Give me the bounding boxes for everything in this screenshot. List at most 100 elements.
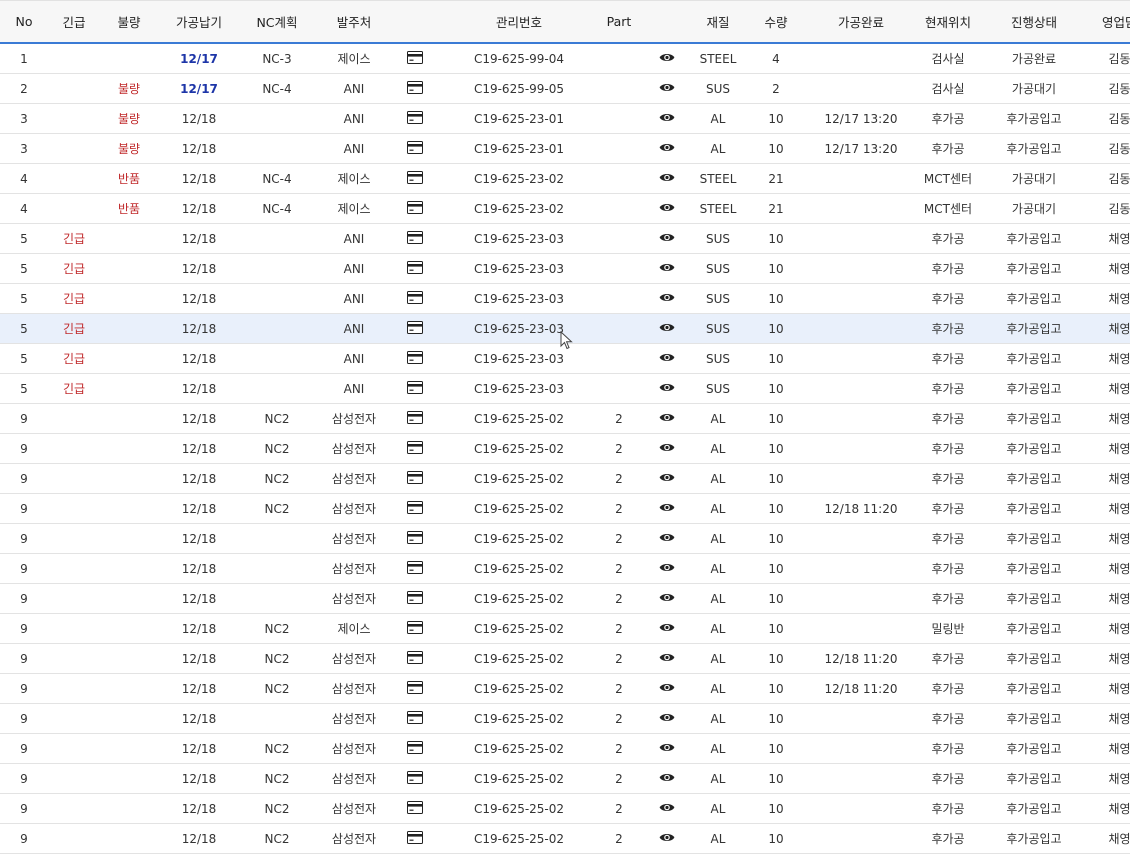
eye-icon[interactable] — [659, 472, 675, 486]
eye-icon[interactable] — [659, 292, 675, 306]
eye-icon[interactable] — [659, 532, 675, 546]
table-row[interactable]: 9 12/18 NC2 삼성전자 C19-625-25-02 2 AL 10 후가공 후가공입고 채… — [0, 823, 1130, 854]
eye-icon[interactable] — [659, 82, 675, 96]
eye-icon[interactable] — [659, 622, 675, 636]
card-icon[interactable] — [407, 440, 423, 457]
card-icon[interactable] — [407, 500, 423, 517]
card-icon[interactable] — [407, 410, 423, 427]
card-icon[interactable] — [407, 800, 423, 817]
col-header-material[interactable]: 재질 — [698, 0, 738, 44]
card-icon[interactable] — [407, 830, 423, 847]
eye-icon[interactable] — [659, 562, 675, 576]
col-header-client[interactable]: 발주처 — [314, 0, 394, 44]
view-cell — [636, 133, 698, 164]
eye-icon[interactable] — [659, 802, 675, 816]
eye-icon[interactable] — [659, 142, 675, 156]
card-icon[interactable] — [407, 470, 423, 487]
card-icon[interactable] — [407, 530, 423, 547]
card-icon[interactable] — [407, 620, 423, 637]
table-row[interactable]: 9 12/18 NC2 삼성전자 C19-625-25-02 2 AL 10 12/18 11:… — [0, 643, 1130, 674]
eye-icon[interactable] — [659, 442, 675, 456]
card-icon[interactable] — [407, 50, 423, 67]
card-cell — [394, 553, 436, 584]
card-icon[interactable] — [407, 110, 423, 127]
client-name: 삼성전자 — [314, 823, 394, 854]
card-icon[interactable] — [407, 770, 423, 787]
eye-icon[interactable] — [659, 682, 675, 696]
table-row[interactable]: 9 12/18 NC2 삼성전자 C19-625-25-02 2 AL 10 후가공 후가공입고 채… — [0, 763, 1130, 794]
eye-icon[interactable] — [659, 832, 675, 846]
eye-icon[interactable] — [659, 382, 675, 396]
table-row[interactable]: 9 12/18 NC2 삼성전자 C19-625-25-02 2 AL 10 후가공 후가공입고 채… — [0, 433, 1130, 464]
col-header-location[interactable]: 현재위치 — [908, 0, 988, 44]
table-row[interactable]: 9 12/18 NC2 삼성전자 C19-625-25-02 2 AL 10 후가공 후가공입고 채… — [0, 793, 1130, 824]
table-row[interactable]: 3 불량 12/18 ANI C19-625-23-01 AL 10 12/17 13:20 후… — [0, 133, 1130, 164]
table-row[interactable]: 9 12/18 NC2 삼성전자 C19-625-25-02 2 AL 10 12/18 11:… — [0, 493, 1130, 524]
card-icon[interactable] — [407, 710, 423, 727]
eye-icon[interactable] — [659, 112, 675, 126]
col-header-sales[interactable]: 영업담당 — [1080, 0, 1130, 44]
table-row[interactable]: 1 12/17 NC-3 제이스 C19-625-99-04 STEEL 4 검사실 가공완료 김… — [0, 43, 1130, 74]
card-icon[interactable] — [407, 350, 423, 367]
card-icon[interactable] — [407, 290, 423, 307]
eye-icon[interactable] — [659, 412, 675, 426]
card-icon[interactable] — [407, 380, 423, 397]
eye-icon[interactable] — [659, 742, 675, 756]
eye-icon[interactable] — [659, 322, 675, 336]
card-icon[interactable] — [407, 680, 423, 697]
card-icon[interactable] — [407, 590, 423, 607]
card-icon[interactable] — [407, 170, 423, 187]
card-icon[interactable] — [407, 200, 423, 217]
table-row[interactable]: 2 불량 12/17 NC-4 ANI C19-625-99-05 SUS 2 검사실 가공대기 김… — [0, 73, 1130, 104]
eye-icon[interactable] — [659, 52, 675, 66]
col-header-defect[interactable]: 불량 — [100, 0, 158, 44]
eye-icon[interactable] — [659, 502, 675, 516]
card-icon[interactable] — [407, 320, 423, 337]
col-header-status[interactable]: 진행상태 — [988, 0, 1080, 44]
card-icon[interactable] — [407, 740, 423, 757]
eye-icon[interactable] — [659, 712, 675, 726]
eye-icon[interactable] — [659, 262, 675, 276]
col-header-mgmt-no[interactable]: 관리번호 — [436, 0, 602, 44]
col-header-due[interactable]: 가공납기 — [158, 0, 240, 44]
card-icon[interactable] — [407, 80, 423, 97]
table-row[interactable]: 9 12/18 NC2 삼성전자 C19-625-25-02 2 AL 10 12/18 11:… — [0, 673, 1130, 704]
col-header-part[interactable]: Part — [602, 0, 636, 44]
col-header-done[interactable]: 가공완료 — [814, 0, 908, 44]
table-row[interactable]: 3 불량 12/18 ANI C19-625-23-01 AL 10 12/17 13:20 후… — [0, 103, 1130, 134]
col-header-urgent[interactable]: 긴급 — [48, 0, 100, 44]
eye-icon[interactable] — [659, 202, 675, 216]
table-row[interactable]: 9 12/18 NC2 제이스 C19-625-25-02 2 AL 10 밀링반 후가공입고 채영… — [0, 613, 1130, 644]
table-row[interactable]: 4 반품 12/18 NC-4 제이스 C19-625-23-02 STEEL 21 MCT센터… — [0, 193, 1130, 224]
card-icon[interactable] — [407, 560, 423, 577]
table-row[interactable]: 9 12/18 NC2 삼성전자 C19-625-25-02 2 AL 10 후가공 후가공입고 채… — [0, 463, 1130, 494]
eye-icon[interactable] — [659, 652, 675, 666]
card-icon[interactable] — [407, 230, 423, 247]
card-icon[interactable] — [407, 260, 423, 277]
quantity: 10 — [738, 403, 814, 434]
card-icon[interactable] — [407, 140, 423, 157]
table-row[interactable]: 9 12/18 NC2 삼성전자 C19-625-25-02 2 AL 10 후가공 후가공입고 채… — [0, 403, 1130, 434]
table-row[interactable]: 4 반품 12/18 NC-4 제이스 C19-625-23-02 STEEL 21 MCT센터… — [0, 163, 1130, 194]
view-cell — [636, 583, 698, 614]
eye-icon[interactable] — [659, 772, 675, 786]
eye-icon[interactable] — [659, 232, 675, 246]
eye-icon[interactable] — [659, 592, 675, 606]
col-header-no[interactable]: No — [0, 0, 48, 44]
table-row[interactable]: 9 12/18 NC2 삼성전자 C19-625-25-02 2 AL 10 후가공 후가공입고 채… — [0, 733, 1130, 764]
col-header-qty[interactable]: 수량 — [738, 0, 814, 44]
eye-icon[interactable] — [659, 172, 675, 186]
card-icon[interactable] — [407, 650, 423, 667]
col-header-nc-plan[interactable]: NC계획 — [240, 0, 314, 44]
eye-icon[interactable] — [659, 352, 675, 366]
